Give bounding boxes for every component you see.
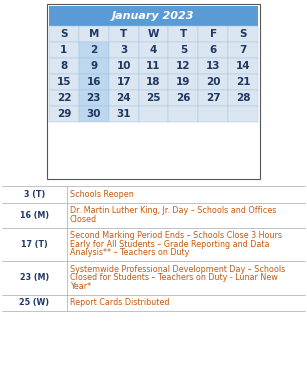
Text: 30: 30 (87, 109, 101, 119)
Bar (47, 4, 260, 179)
Text: 24: 24 (116, 93, 131, 103)
Text: Year*: Year* (70, 282, 91, 291)
Text: Report Cards Distributed: Report Cards Distributed (70, 298, 169, 307)
Bar (169, 58, 198, 74)
Text: 1: 1 (60, 45, 68, 55)
Bar (49, 106, 79, 122)
Bar (138, 74, 169, 90)
Text: S: S (239, 29, 247, 39)
Text: 17: 17 (116, 77, 131, 87)
Text: Closed for Students – Teachers on Duty - Lunar New: Closed for Students – Teachers on Duty -… (70, 273, 278, 282)
Bar (228, 58, 258, 74)
Bar (228, 26, 258, 42)
Bar (169, 26, 198, 42)
Text: 10: 10 (116, 61, 131, 71)
Bar (49, 42, 79, 58)
Text: 23: 23 (87, 93, 101, 103)
Text: 20: 20 (206, 77, 220, 87)
Bar (138, 90, 169, 106)
Text: Analysis** – Teachers on Duty: Analysis** – Teachers on Duty (70, 248, 189, 257)
Text: 3: 3 (120, 45, 127, 55)
Text: 23 (M): 23 (M) (20, 273, 49, 282)
Bar (79, 106, 109, 122)
Text: 2: 2 (90, 45, 97, 55)
Text: Closed: Closed (70, 215, 97, 224)
Bar (109, 42, 138, 58)
Bar (169, 74, 198, 90)
Text: 21: 21 (236, 77, 250, 87)
Text: 17 (T): 17 (T) (21, 240, 48, 249)
Bar (79, 74, 109, 90)
Text: 18: 18 (146, 77, 161, 87)
Text: 29: 29 (57, 109, 71, 119)
Text: Systemwide Professional Development Day – Schools: Systemwide Professional Development Day … (70, 265, 285, 274)
Bar (49, 58, 79, 74)
Bar (109, 106, 138, 122)
Bar (169, 90, 198, 106)
Text: 3 (T): 3 (T) (24, 190, 45, 199)
Text: T: T (120, 29, 127, 39)
Text: Second Marking Period Ends – Schools Close 3 Hours: Second Marking Period Ends – Schools Clo… (70, 231, 282, 240)
Bar (79, 26, 109, 42)
Bar (169, 42, 198, 58)
Text: Dr. Martin Luther King, Jr. Day – Schools and Offices: Dr. Martin Luther King, Jr. Day – School… (70, 206, 276, 215)
Text: 6: 6 (210, 45, 217, 55)
Text: 31: 31 (116, 109, 131, 119)
Bar (138, 42, 169, 58)
Text: 12: 12 (176, 61, 191, 71)
Text: 27: 27 (206, 93, 220, 103)
Bar (169, 106, 198, 122)
Text: 5: 5 (180, 45, 187, 55)
Text: 16 (M): 16 (M) (20, 211, 49, 220)
Text: F: F (210, 29, 217, 39)
Bar (228, 90, 258, 106)
Bar (109, 74, 138, 90)
Text: Early for All Students – Grade Reporting and Data: Early for All Students – Grade Reporting… (70, 240, 270, 249)
Text: 16: 16 (87, 77, 101, 87)
Bar (79, 42, 109, 58)
Text: 8: 8 (60, 61, 68, 71)
Text: 9: 9 (90, 61, 97, 71)
Text: 28: 28 (236, 93, 250, 103)
Text: 19: 19 (176, 77, 191, 87)
Text: S: S (60, 29, 68, 39)
Text: 14: 14 (236, 61, 251, 71)
Bar (198, 106, 228, 122)
Bar (228, 42, 258, 58)
Text: 26: 26 (176, 93, 191, 103)
Text: 25 (W): 25 (W) (19, 298, 49, 307)
Bar (79, 90, 109, 106)
Text: M: M (89, 29, 99, 39)
Bar (49, 74, 79, 90)
Bar (198, 42, 228, 58)
Bar (138, 26, 169, 42)
Bar (228, 106, 258, 122)
Bar (49, 90, 79, 106)
Bar (198, 58, 228, 74)
Text: Schools Reopen: Schools Reopen (70, 190, 134, 199)
Text: 7: 7 (239, 45, 247, 55)
Bar (49, 6, 258, 26)
Bar (198, 90, 228, 106)
Bar (228, 74, 258, 90)
Bar (198, 74, 228, 90)
Bar (138, 106, 169, 122)
Bar (198, 26, 228, 42)
Text: January 2023: January 2023 (112, 11, 195, 21)
Bar (109, 58, 138, 74)
Text: 13: 13 (206, 61, 220, 71)
Bar (109, 26, 138, 42)
Bar (138, 58, 169, 74)
Text: 25: 25 (146, 93, 161, 103)
Bar (49, 26, 79, 42)
Bar (79, 58, 109, 74)
Bar (109, 90, 138, 106)
Text: T: T (180, 29, 187, 39)
Text: 11: 11 (146, 61, 161, 71)
Text: W: W (148, 29, 159, 39)
Text: 4: 4 (150, 45, 157, 55)
Text: 15: 15 (57, 77, 71, 87)
Text: 22: 22 (57, 93, 71, 103)
